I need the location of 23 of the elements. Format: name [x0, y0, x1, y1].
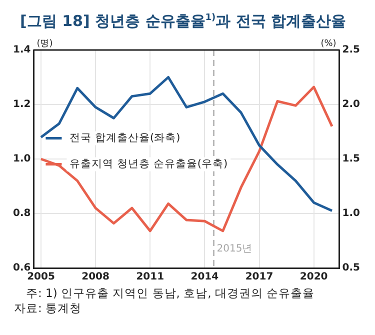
ref-line-label: 2015년 [216, 244, 252, 255]
x-tick-label: 2005 [27, 272, 55, 283]
x-tick-label: 2017 [245, 272, 274, 283]
y-axis-title: (명) [36, 38, 53, 49]
y-tick-label: 1.2 [12, 99, 31, 110]
x-tick-label: 2008 [82, 272, 110, 283]
y2-axis-title: (%) [320, 38, 336, 49]
y2-tick-label: 0.5 [342, 262, 360, 274]
x-tick-label: 2014 [190, 272, 219, 283]
x-tick-label: 2020 [300, 272, 328, 283]
y-tick-label: 1.4 [12, 44, 31, 56]
text: 주: 1) 인구유출 지역인 동남, 호남, 대경권의 순유출율 [25, 286, 316, 301]
x-tick-label: 2011 [136, 272, 164, 283]
legend-label: 전국 합계출산율(좌축) [70, 132, 180, 144]
legend-label: 유출지역 청년층 순유출율(우축) [70, 158, 228, 170]
y2-tick-label: 1.0 [342, 208, 360, 220]
y-tick-label: 0.8 [12, 208, 31, 220]
y2-tick-label: 1.5 [342, 154, 360, 165]
y-tick-label: 1.0 [12, 154, 31, 165]
y2-tick-label: 2.5 [342, 44, 360, 56]
text: 자료: 통계청 [14, 301, 83, 316]
y2-tick-label: 2.0 [342, 99, 360, 110]
chart-title: [그림 18] 청년층 순유출율$^{1)}$과 전국 합계출산율 [19, 11, 348, 32]
